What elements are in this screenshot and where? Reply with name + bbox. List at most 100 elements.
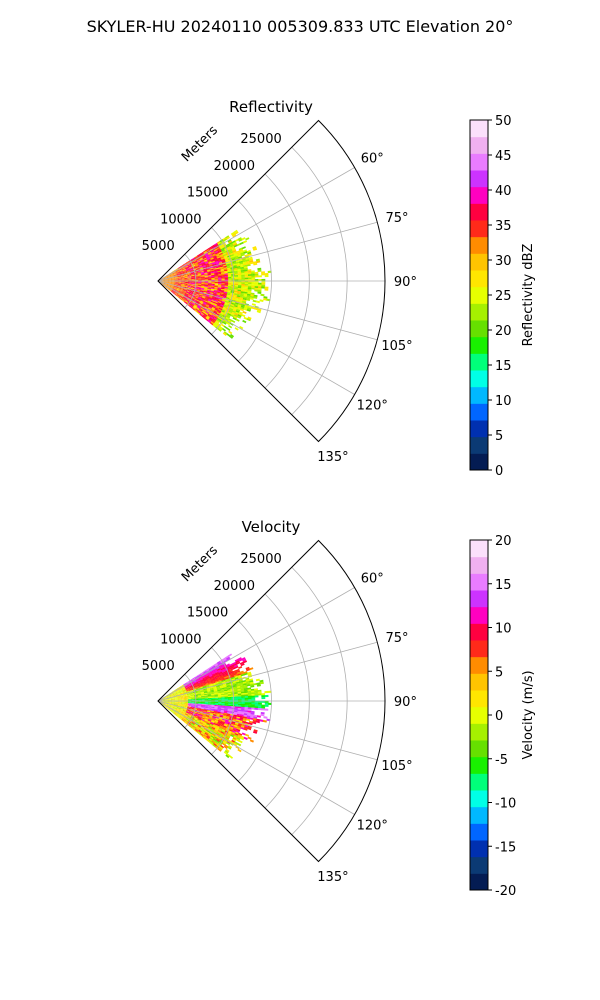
radar-gate (246, 262, 251, 265)
radar-gate (219, 733, 224, 737)
radar-gate (204, 273, 209, 276)
radar-gate (183, 707, 188, 709)
radar-gate (170, 274, 174, 276)
radar-gate (203, 720, 208, 723)
radar-gate (190, 275, 195, 277)
radar-gate (183, 682, 187, 686)
radar-gate (187, 286, 192, 289)
radar-gate (210, 268, 215, 271)
radar-gate (200, 732, 205, 736)
radar-gate (193, 298, 198, 301)
radar-gate (249, 297, 254, 300)
radar-gate (218, 298, 223, 302)
radar-gate (240, 689, 245, 692)
radar-gate (224, 278, 229, 280)
radar-gate (185, 711, 190, 714)
radar-gate (182, 290, 187, 293)
radar-gate (215, 306, 220, 309)
radar-gate (200, 707, 205, 710)
radar-gate (164, 697, 168, 699)
radar-gate (237, 688, 242, 691)
radar-gate (180, 715, 184, 718)
radar-gate (187, 697, 192, 699)
radar-gate (204, 672, 209, 676)
radar-gate (205, 715, 210, 718)
radar-gate (177, 713, 181, 717)
radar-gate (183, 296, 187, 300)
radar-gate (227, 245, 232, 249)
radar-gate (242, 300, 247, 304)
radar-gate (220, 312, 224, 316)
radar-gate (244, 284, 249, 286)
radar-gate (198, 294, 203, 297)
radar-gate (251, 693, 256, 696)
radar-gate (170, 695, 175, 698)
radar-gate (174, 281, 179, 283)
radar-gate (236, 670, 241, 673)
colorbar-swatch (470, 353, 488, 371)
radar-gate (187, 263, 192, 266)
radar-gate (173, 693, 177, 695)
radar-gate (216, 685, 221, 688)
radar-gate (172, 709, 176, 713)
radar-gate (210, 721, 215, 725)
radar-gate (206, 292, 211, 295)
radar-gate (180, 692, 184, 694)
radar-gate (228, 276, 232, 279)
radar-gate (174, 697, 179, 699)
radar-gate (175, 689, 180, 692)
radar-gate (203, 269, 208, 271)
radar-gate (198, 296, 203, 299)
radar-gate (197, 273, 202, 275)
colorbar-tick-label: -20 (495, 884, 516, 899)
radar-gate (176, 294, 181, 297)
radar-gate (174, 711, 178, 715)
radar-gate (171, 278, 175, 280)
radar-gate (211, 283, 216, 286)
radar-gate (240, 725, 245, 729)
colorbar-swatch (470, 606, 488, 624)
radar-gate (173, 287, 178, 289)
radar-gate (217, 258, 222, 261)
radar-gate (170, 694, 174, 697)
radar-gate (247, 270, 252, 273)
radar-gate (194, 699, 199, 701)
radar-gate (196, 306, 201, 310)
radar-gate (181, 702, 186, 704)
radar-gate (204, 705, 209, 707)
radar-gate (211, 278, 216, 280)
radar-gate (182, 718, 186, 721)
radar-gate (217, 309, 222, 313)
azimuth-tick-label: 75° (385, 211, 408, 226)
radar-gate (199, 713, 204, 716)
radar-gate (246, 318, 251, 322)
radar-gate (191, 302, 195, 306)
radar-gate (210, 291, 215, 294)
radar-gate (182, 298, 186, 301)
radar-gate (202, 309, 207, 313)
radar-gate (233, 314, 238, 318)
colorbar-swatch (470, 170, 488, 188)
radar-gate (200, 733, 204, 737)
radar-gate (234, 257, 239, 260)
radar-gate (208, 246, 213, 250)
radar-gate (210, 287, 215, 290)
radar-gate (218, 720, 223, 723)
radar-gate (251, 282, 256, 285)
radar-gate (202, 295, 207, 297)
radar-gate (246, 715, 251, 718)
radar-gate (175, 690, 180, 693)
radar-gate (230, 333, 235, 338)
radar-gate (261, 284, 266, 287)
radar-gate (245, 237, 250, 241)
radar-gate (218, 278, 222, 280)
radar-gate (231, 248, 236, 252)
radar-gate (232, 250, 237, 253)
radar-gate (217, 709, 222, 712)
radar-gate (164, 277, 168, 279)
radar-gate (181, 284, 185, 286)
radar-gate (176, 692, 181, 695)
radar-gate (211, 251, 215, 254)
radar-gate (203, 679, 208, 682)
radar-gate (206, 688, 211, 691)
